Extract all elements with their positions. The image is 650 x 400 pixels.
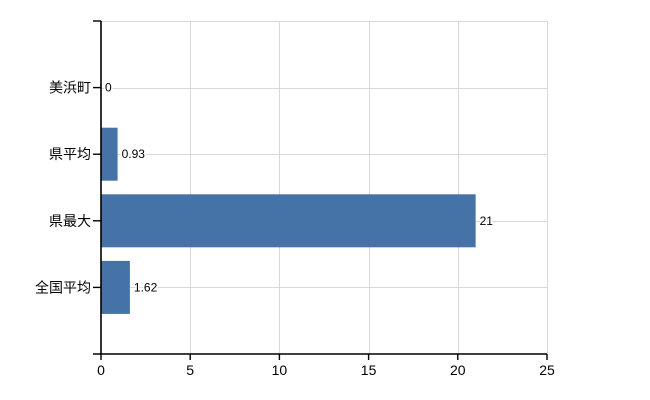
category-label: 全国平均 [35, 279, 91, 295]
category-label: 県平均 [49, 146, 91, 162]
x-tick-label: 25 [539, 362, 555, 378]
bar [101, 260, 130, 314]
x-tick-label: 20 [450, 362, 466, 378]
bar-value-label: 21 [480, 214, 494, 228]
bar-value-label: 0 [105, 81, 112, 95]
bar-value-label: 0.93 [122, 147, 146, 161]
bar [101, 127, 118, 181]
category-label: 県最大 [49, 213, 91, 229]
x-tick-label: 10 [272, 362, 288, 378]
bar-value-label: 1.62 [134, 280, 158, 294]
x-tick-label: 5 [186, 362, 194, 378]
x-tick-label: 0 [97, 362, 105, 378]
bar [101, 194, 476, 248]
x-tick-label: 15 [361, 362, 377, 378]
category-label: 美浜町 [49, 80, 91, 96]
